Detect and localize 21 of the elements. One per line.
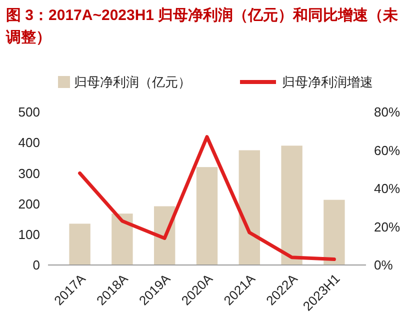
y-tick-label: 300 xyxy=(18,166,40,181)
legend-label: 归母净利润增速 xyxy=(282,74,373,90)
y-tick-label: 0 xyxy=(32,258,40,273)
y2-tick-label: 20% xyxy=(374,219,400,234)
legend-label: 归母净利润（亿元） xyxy=(74,74,191,90)
y2-tick-label: 40% xyxy=(374,181,400,196)
y2-tick-label: 60% xyxy=(374,142,400,158)
y-tick-label: 200 xyxy=(18,196,40,212)
y-tick-label: 100 xyxy=(18,226,40,242)
line-series xyxy=(78,135,336,262)
bar xyxy=(112,214,133,265)
y-tick-label: 500 xyxy=(18,104,40,120)
bar xyxy=(238,150,260,265)
y2-tick-label: 0% xyxy=(374,258,394,273)
bar xyxy=(324,200,345,265)
y2-tick-label: 80% xyxy=(374,104,400,120)
bar xyxy=(196,167,218,265)
bar xyxy=(281,146,302,265)
chart-title: 图 3：2017A~2023H1 归母净利润（亿元）和同比增速（未调整） xyxy=(5,6,400,46)
y-tick-label: 400 xyxy=(18,135,40,150)
bar xyxy=(69,224,90,265)
